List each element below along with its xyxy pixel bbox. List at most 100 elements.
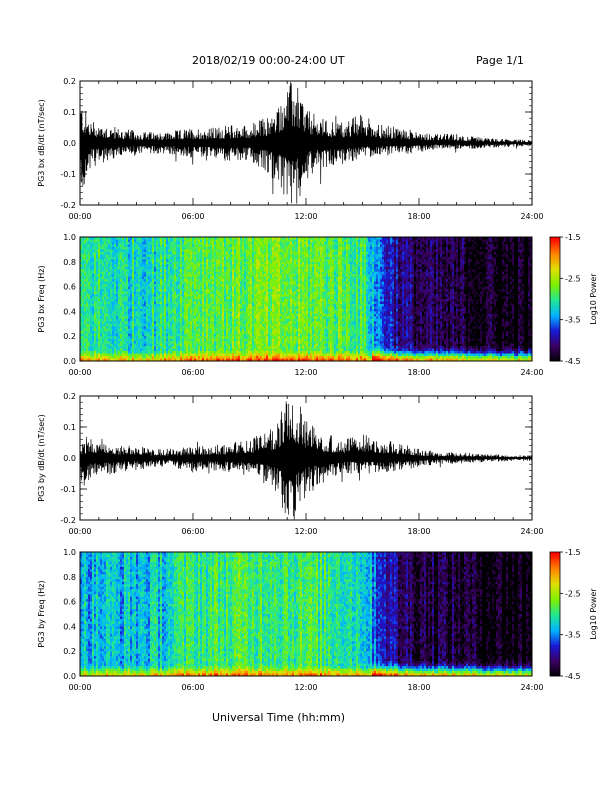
spectrogram-cell (222, 343, 225, 347)
spectrogram-cell (236, 341, 239, 344)
spectrogram-cell (224, 323, 227, 327)
spectrogram-cell (224, 356, 227, 359)
spectrogram-cell (218, 266, 221, 270)
spectrogram-cell (254, 254, 257, 258)
spectrogram-cell (244, 308, 247, 312)
spectrogram-cell (268, 341, 271, 344)
spectrogram-cell (164, 294, 167, 297)
spectrogram-cell (242, 343, 245, 347)
spectrogram-cell (152, 264, 155, 268)
spectrogram-cell (264, 321, 267, 325)
spectrogram-cell (182, 281, 185, 285)
spectrogram-cell (216, 296, 219, 300)
spectrogram-cell (188, 241, 191, 245)
spectrogram-cell (94, 311, 97, 315)
spectrogram-cell (242, 321, 245, 325)
spectrogram-cell (90, 274, 93, 277)
spectrogram-cell (104, 264, 107, 268)
spectrogram-cell (226, 348, 229, 352)
spectrogram-cell (228, 341, 231, 344)
spectrogram-cell (264, 336, 267, 339)
spectrogram-cell (92, 286, 95, 290)
spectrogram-cell (150, 331, 153, 335)
spectrogram-cell (228, 316, 231, 320)
spectrogram-cell (258, 286, 261, 290)
spectrogram-cell (208, 333, 211, 337)
spectrogram-cell (184, 249, 187, 253)
spectrogram-cell (150, 266, 153, 270)
spectrogram-cell (250, 301, 253, 305)
spectrogram-cell (88, 308, 91, 312)
spectrogram-cell (194, 333, 197, 337)
spectrogram-cell (206, 269, 209, 273)
spectrogram-cell (198, 261, 201, 265)
spectrogram-cell (168, 294, 171, 297)
spectrogram-cell (120, 351, 123, 354)
spectrogram-cell (210, 244, 213, 248)
spectrogram-cell (220, 291, 223, 295)
spectrogram-cell (122, 259, 125, 263)
spectrogram-cell (106, 346, 109, 349)
spectrogram-cell (80, 261, 83, 265)
spectrogram-cell (116, 356, 119, 359)
spectrogram-cell (144, 291, 147, 295)
spectrogram-cell (136, 294, 139, 297)
spectrogram-cell (140, 333, 143, 337)
spectrogram-cell (240, 341, 243, 344)
spectrogram-cell (102, 284, 105, 287)
spectrogram-cell (194, 341, 197, 344)
spectrogram-cell (198, 341, 201, 344)
spectrogram-cell (248, 291, 251, 295)
spectrogram-cell (80, 274, 83, 277)
spectrogram-cell (86, 237, 89, 240)
spectrogram-cell (150, 313, 153, 317)
spectrogram-cell (196, 303, 199, 307)
spectrogram-cell (250, 321, 253, 325)
spectrogram-cell (140, 246, 143, 250)
spectrogram-cell (218, 286, 221, 290)
spectrogram-cell (264, 326, 267, 330)
spectrogram-cell (94, 343, 97, 347)
spectrogram-cell (172, 311, 175, 315)
spectrogram-cell (204, 338, 207, 342)
spectrogram-cell (136, 276, 139, 280)
spectrogram-cell (80, 284, 83, 287)
y-tick-label: -0.2 (60, 201, 76, 210)
spectrogram-cell (98, 284, 101, 287)
spectrogram-cell (178, 276, 181, 280)
spectrogram-cell (180, 306, 183, 310)
spectrogram-cell (204, 358, 207, 362)
spectrogram-cell (88, 286, 91, 290)
spectrogram-cell (140, 259, 143, 263)
spectrogram-cell (268, 299, 271, 302)
spectrogram-cell (120, 249, 123, 253)
spectrogram-cell (80, 351, 83, 354)
spectrogram-cell (138, 343, 141, 347)
spectrogram-cell (258, 321, 261, 325)
spectrogram-cell (162, 299, 165, 302)
spectrogram-cell (196, 328, 199, 332)
spectrogram-cell (242, 318, 245, 322)
spectrogram-cell (222, 299, 225, 302)
spectrogram-cell (110, 251, 113, 255)
spectrogram-cell (122, 239, 125, 243)
spectrogram-cell (134, 246, 137, 250)
spectrogram-cell (104, 348, 107, 352)
spectrogram-cell (130, 254, 133, 258)
spectrogram-cell (270, 254, 273, 258)
spectrogram-cell (240, 244, 243, 248)
spectrogram-cell (110, 321, 113, 325)
spectrogram-cell (84, 274, 87, 277)
spectrogram-cell (242, 306, 245, 310)
spectrogram-cell (194, 249, 197, 253)
spectrogram-cell (228, 348, 231, 352)
spectrogram-cell (130, 299, 133, 302)
spectrogram-cell (204, 316, 207, 320)
spectrogram-cell (84, 281, 87, 285)
spectrogram-cell (262, 333, 265, 337)
spectrogram-cell (126, 308, 129, 312)
spectrogram-cell (222, 241, 225, 245)
spectrogram-cell (100, 249, 103, 253)
spectrogram-cell (216, 308, 219, 312)
spectrogram-cell (112, 291, 115, 295)
